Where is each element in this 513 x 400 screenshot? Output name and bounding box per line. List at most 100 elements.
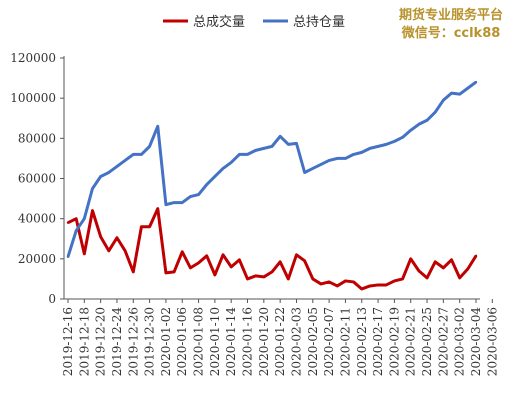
data-point-open-interest bbox=[376, 145, 380, 148]
data-point-open-interest bbox=[327, 159, 331, 162]
data-point-volume bbox=[409, 257, 412, 261]
data-point-volume bbox=[327, 280, 331, 284]
data-point-volume bbox=[344, 279, 347, 283]
data-point-open-interest bbox=[213, 175, 217, 178]
data-point-volume bbox=[115, 236, 119, 239]
data-point-volume bbox=[270, 270, 274, 274]
y-tick-label: 100000 bbox=[10, 91, 56, 105]
data-point-volume bbox=[360, 287, 363, 291]
data-point-volume bbox=[401, 277, 404, 281]
data-point-volume bbox=[238, 258, 241, 262]
data-point-open-interest bbox=[474, 80, 478, 84]
watermark: 期货专业服务平台 微信号：cclk88 bbox=[399, 7, 503, 41]
data-point-open-interest bbox=[238, 153, 241, 156]
data-point-volume bbox=[466, 267, 470, 271]
x-tick-label: 2020-01-08 bbox=[192, 307, 206, 376]
data-point-open-interest bbox=[181, 201, 184, 204]
data-point-volume bbox=[148, 225, 151, 228]
x-tick-label: 2019-12-26 bbox=[126, 307, 140, 376]
data-point-open-interest bbox=[352, 153, 355, 156]
data-point-open-interest bbox=[99, 175, 102, 178]
data-point-open-interest bbox=[344, 157, 347, 160]
data-point-volume bbox=[230, 265, 233, 269]
data-point-volume bbox=[99, 235, 102, 238]
data-point-open-interest bbox=[197, 193, 200, 196]
data-point-open-interest bbox=[205, 183, 208, 186]
data-point-volume bbox=[83, 252, 86, 256]
x-tick-label: 2019-12-18 bbox=[77, 307, 91, 376]
data-point-open-interest bbox=[360, 151, 363, 154]
data-point-volume bbox=[442, 266, 445, 270]
data-point-volume bbox=[140, 225, 143, 228]
x-tick-label: 2020-02-07 bbox=[322, 307, 336, 376]
x-tick-label: 2020-02-11 bbox=[338, 307, 352, 376]
y-tick-label: 0 bbox=[48, 292, 56, 306]
data-point-open-interest bbox=[409, 129, 412, 132]
data-point-volume bbox=[352, 280, 355, 284]
data-point-open-interest bbox=[66, 255, 70, 259]
data-point-open-interest bbox=[434, 111, 437, 114]
x-tick-label: 2020-01-10 bbox=[208, 307, 222, 376]
data-point-open-interest bbox=[221, 167, 225, 170]
data-point-open-interest bbox=[450, 91, 453, 95]
data-point-open-interest bbox=[368, 147, 372, 150]
data-point-volume bbox=[474, 254, 478, 258]
axes: 0 20000 40000 60000 80000 100000 120000 2019-12… bbox=[10, 51, 499, 376]
data-point-volume bbox=[434, 260, 437, 264]
x-tick-label: 2020-01-06 bbox=[175, 307, 189, 376]
x-tick-label: 2020-02-21 bbox=[404, 307, 418, 376]
series-line-volume bbox=[67, 207, 478, 291]
data-point-volume bbox=[336, 284, 339, 288]
data-point-volume bbox=[132, 270, 135, 274]
data-point-volume bbox=[425, 276, 429, 280]
data-point-open-interest bbox=[417, 123, 421, 126]
x-tick-label: 2020-02-03 bbox=[289, 307, 303, 376]
x-tick-label: 2020-03-06 bbox=[485, 307, 499, 376]
x-tick-label: 2019-12-30 bbox=[143, 307, 157, 376]
x-tick-label: 2019-12-24 bbox=[110, 307, 124, 377]
data-point-open-interest bbox=[132, 153, 135, 156]
y-tick-label: 20000 bbox=[18, 252, 56, 266]
x-tick-label: 2019-12-16 bbox=[61, 307, 75, 376]
data-point-open-interest bbox=[458, 92, 461, 96]
watermark-line2: 微信号：cclk88 bbox=[401, 25, 501, 41]
data-point-volume bbox=[189, 266, 192, 270]
x-tick-label: 2020-01-14 bbox=[224, 307, 238, 377]
data-point-volume bbox=[74, 217, 78, 220]
y-tick-label: 60000 bbox=[18, 172, 56, 186]
x-tick-label: 2020-02-17 bbox=[371, 307, 385, 376]
data-point-volume bbox=[368, 284, 372, 288]
data-point-open-interest bbox=[140, 153, 143, 156]
data-point-open-interest bbox=[295, 142, 298, 145]
data-point-open-interest bbox=[278, 135, 282, 138]
data-point-volume bbox=[172, 270, 176, 274]
data-point-open-interest bbox=[270, 145, 274, 148]
x-tick-label: 2020-02-05 bbox=[306, 307, 320, 376]
data-point-volume bbox=[458, 276, 461, 280]
legend-label-volume: 总成交量 bbox=[193, 14, 245, 30]
x-tick-label: 2020-02-25 bbox=[420, 307, 434, 376]
data-point-open-interest bbox=[262, 147, 266, 150]
plot-area bbox=[66, 80, 478, 291]
legend: 总成交量 总持仓量 bbox=[163, 14, 345, 30]
x-tick-label: 2020-02-19 bbox=[387, 307, 401, 376]
y-tick-label: 120000 bbox=[10, 51, 56, 65]
x-tick-label: 2020-01-22 bbox=[273, 307, 287, 376]
data-point-volume bbox=[278, 260, 282, 264]
data-point-volume bbox=[246, 277, 249, 281]
data-point-open-interest bbox=[336, 157, 339, 160]
x-tick-label: 2020-01-20 bbox=[257, 307, 271, 376]
data-point-volume bbox=[156, 207, 159, 210]
y-tick-label: 80000 bbox=[18, 131, 56, 145]
data-point-volume bbox=[417, 269, 421, 273]
data-point-open-interest bbox=[442, 98, 445, 102]
watermark-line1: 期货专业服务平台 bbox=[399, 7, 503, 23]
x-tick-label: 2019-12-20 bbox=[94, 307, 108, 376]
data-point-volume bbox=[254, 274, 257, 278]
data-point-open-interest bbox=[115, 165, 119, 168]
data-point-open-interest bbox=[254, 149, 257, 152]
data-point-volume bbox=[450, 258, 453, 262]
data-point-volume bbox=[123, 249, 127, 252]
data-point-open-interest bbox=[172, 201, 176, 204]
